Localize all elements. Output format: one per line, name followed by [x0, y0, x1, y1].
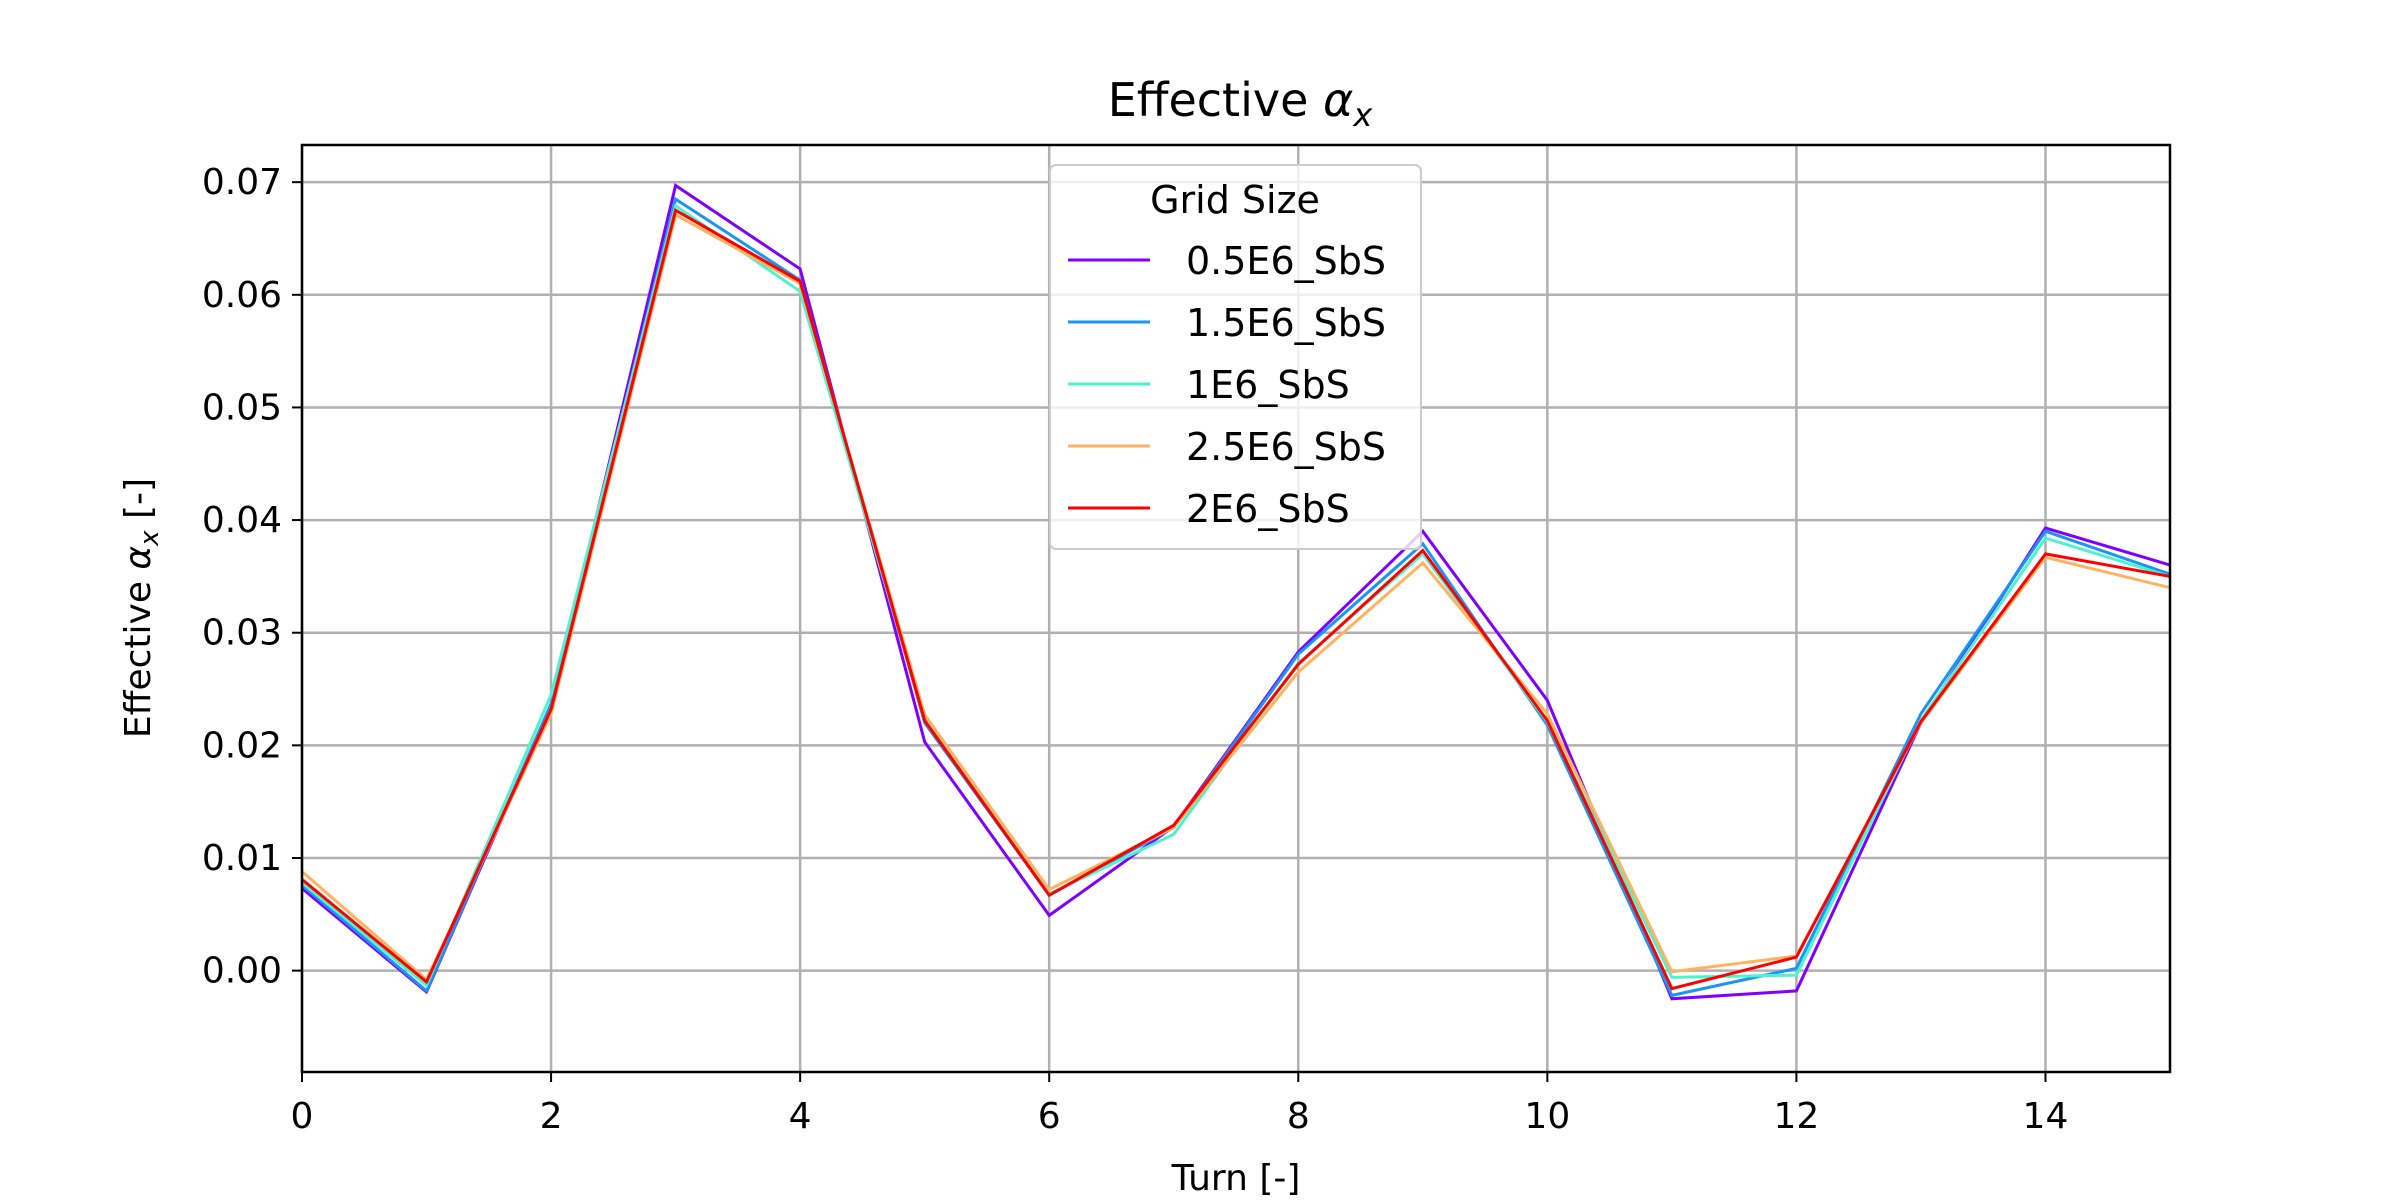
y-tick-label: 0.07	[202, 162, 282, 203]
legend-entries: 0.5E6_SbS 1.5E6_SbS 1E6_SbS 2.5E6_SbS 2E6_Sb…	[1068, 239, 1386, 531]
x-tick-label: 14	[2023, 1096, 2069, 1137]
y-tick-label: 0.06	[202, 275, 282, 316]
legend-label: 1.5E6_SbS	[1186, 301, 1386, 345]
y-tick-label: 0.03	[202, 613, 282, 654]
x-tick-label: 8	[1287, 1096, 1310, 1137]
y-axis-ticks: 0.00 0.01 0.02 0.03 0.04 0.05 0.06 0.07	[202, 162, 302, 992]
y-tick-label: 0.01	[202, 838, 282, 879]
x-tick-label: 12	[1773, 1096, 1819, 1137]
y-axis-label: Effective αx [-]	[118, 478, 165, 738]
legend-label: 2.5E6_SbS	[1186, 425, 1386, 469]
chart-title: Effective αx	[1108, 73, 1374, 134]
y-tick-label: 0.04	[202, 500, 282, 541]
series-line-2e6-sbs	[301, 208, 2171, 991]
y-tick-label: 0.05	[202, 387, 282, 428]
legend-title: Grid Size	[1150, 178, 1320, 222]
x-axis-ticks: 0 2 4 6 8 10 12 14	[291, 1072, 2069, 1137]
legend-label: 2E6_SbS	[1186, 487, 1350, 531]
legend-label: 0.5E6_SbS	[1186, 239, 1386, 283]
legend-label: 1E6_SbS	[1186, 363, 1350, 407]
y-tick-label: 0.02	[202, 725, 282, 766]
x-tick-label: 10	[1524, 1096, 1570, 1137]
x-axis-label: Turn [-]	[1171, 1158, 1301, 1199]
x-tick-label: 6	[1038, 1096, 1061, 1137]
x-tick-label: 4	[789, 1096, 812, 1137]
x-tick-label: 2	[540, 1096, 563, 1137]
y-tick-label: 0.00	[202, 951, 282, 992]
x-tick-label: 0	[291, 1096, 314, 1137]
plot-frame	[300, 143, 2172, 1074]
series-layer	[301, 183, 2171, 1001]
legend: Grid Size 0.5E6_SbS 1.5E6_SbS 1E6_SbS 2.5E6…	[1049, 164, 1422, 550]
